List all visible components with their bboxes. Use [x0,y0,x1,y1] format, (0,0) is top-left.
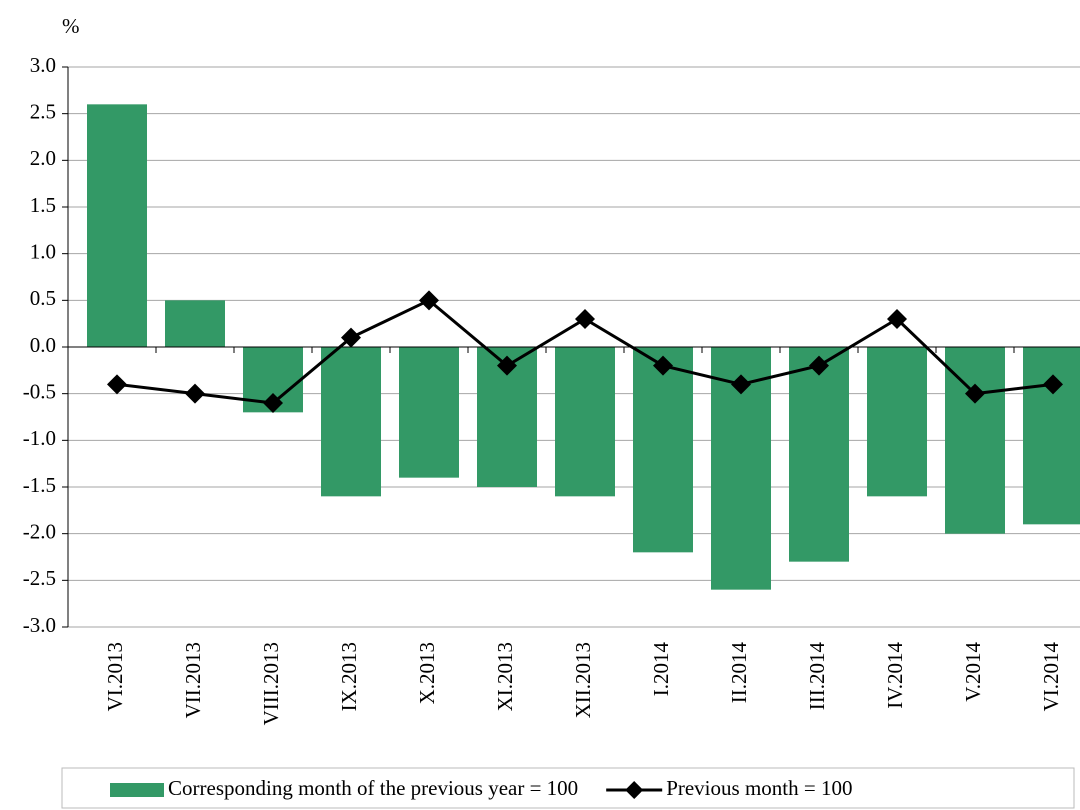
x-tick-label: VI.2013 [103,642,127,711]
y-tick-label: 0.5 [30,286,56,310]
x-tick-label: I.2014 [649,642,673,697]
marker [887,309,907,329]
y-tick-label: -2.0 [23,519,56,543]
y-tick-label: 1.0 [30,239,56,263]
bar [1023,347,1080,525]
y-tick-label: 2.5 [30,99,56,123]
marker [341,327,361,348]
y-axis-label: % [62,14,80,38]
x-tick-label: III.2014 [805,642,829,711]
y-tick-label: 0.0 [30,333,56,357]
marker [497,355,517,376]
x-tick-label: II.2014 [727,642,751,704]
x-tick-label: XI.2013 [493,642,517,711]
bar [945,347,1005,534]
marker [107,374,127,395]
legend-box [61,767,1075,809]
x-tick-label: IV.2014 [883,642,907,709]
marker [1043,374,1063,395]
x-tick-label: XII.2013 [571,642,595,718]
x-tick-label: VI.2014 [1039,642,1063,712]
y-tick-label: -0.5 [23,379,56,403]
bar [165,300,225,347]
legend-marker [625,781,644,799]
y-tick-label: -1.0 [23,426,56,450]
marker [185,383,205,404]
legend-label: Corresponding month of the previous year… [168,776,578,800]
bar [867,347,927,497]
x-tick-label: V.2014 [961,642,985,702]
marker [731,374,751,395]
x-tick-label: X.2013 [415,642,439,704]
x-tick-label: VII.2013 [181,642,205,718]
x-tick-label: IX.2013 [337,642,361,711]
y-tick-label: 2.0 [30,146,56,170]
bar [789,347,849,562]
y-tick-label: 3.0 [30,53,56,77]
marker [419,290,439,311]
bar [321,347,381,497]
marker [965,383,985,404]
marker [653,355,673,376]
x-tick-label: VIII.2013 [259,642,283,725]
legend-label: Previous month = 100 [666,776,852,800]
bar [399,347,459,478]
marker [809,355,829,376]
marker [263,393,283,413]
y-tick-label: 1.5 [30,193,56,217]
y-tick-label: -3.0 [23,613,56,637]
marker [575,309,595,329]
bar [555,347,615,497]
bar [633,347,693,553]
legend-swatch [110,783,164,797]
y-tick-label: -1.5 [23,473,56,497]
y-tick-label: -2.5 [23,566,56,590]
bar [87,104,147,347]
